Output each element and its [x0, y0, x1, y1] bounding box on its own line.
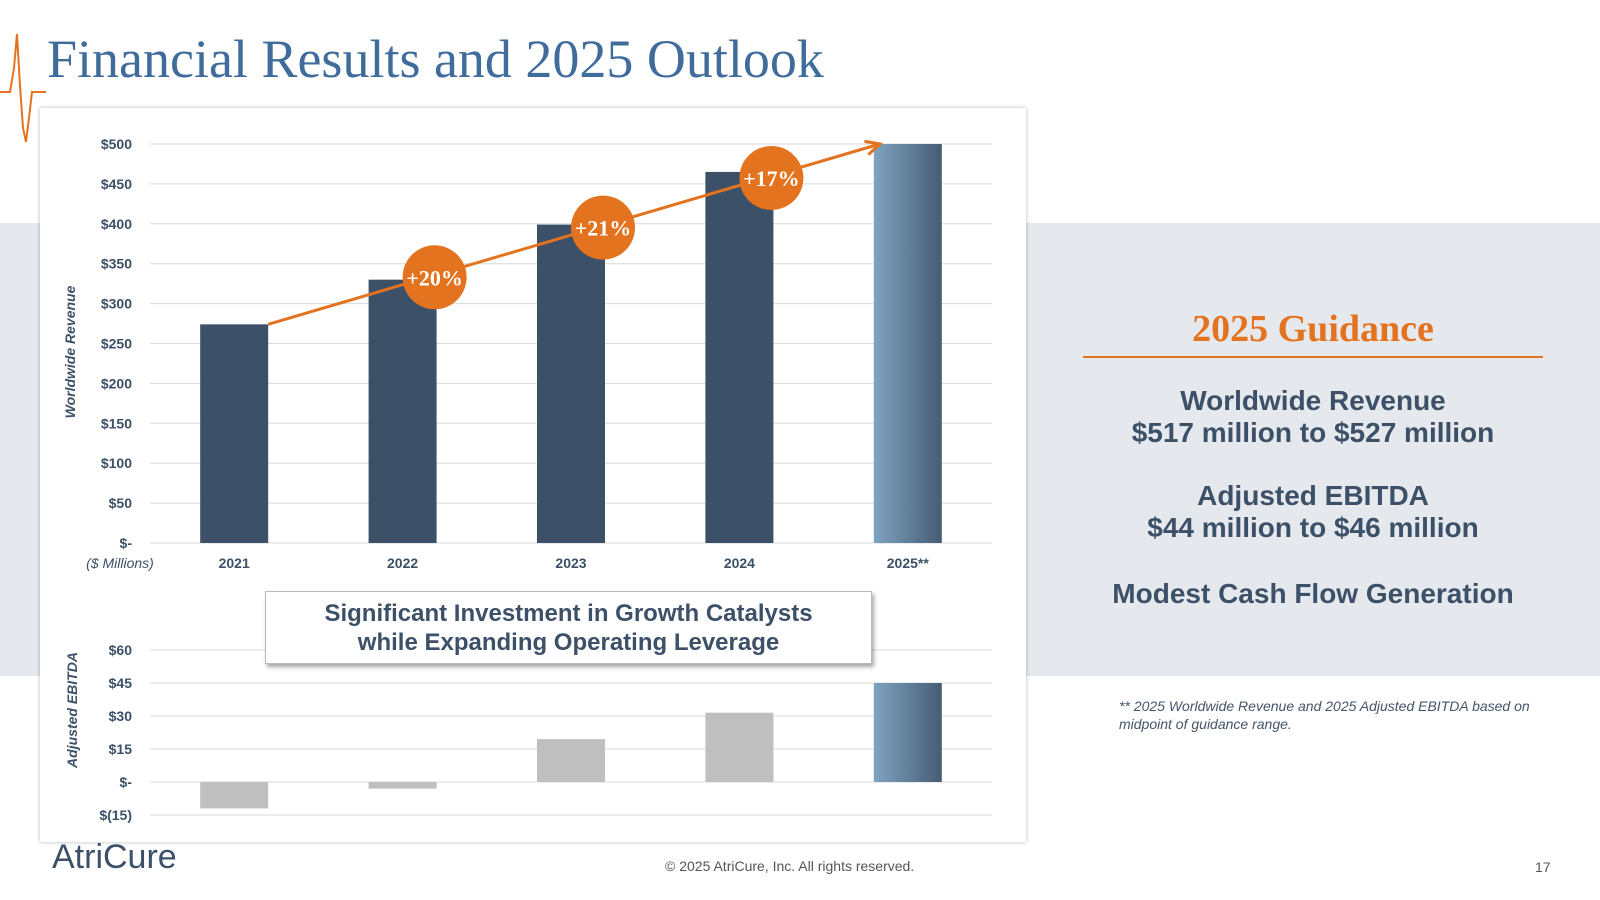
- page-title: Financial Results and 2025 Outlook: [47, 29, 824, 89]
- revenue-y-tick-label: $350: [101, 256, 132, 272]
- growth-label: +17%: [743, 166, 800, 191]
- heartbeat-line-icon: [0, 33, 46, 143]
- guidance-revenue-range: $517 million to $527 million: [1131, 417, 1495, 448]
- guidance-ebitda-range: $44 million to $46 million: [1147, 512, 1479, 543]
- growth-label: +21%: [575, 216, 632, 241]
- revenue-axis-title: Worldwide Revenue: [62, 285, 78, 418]
- callout-line-1: Significant Investment in Growth Catalys…: [324, 599, 813, 627]
- guidance-divider: [1083, 356, 1543, 358]
- revenue-x-tick-label: 2021: [219, 555, 250, 571]
- revenue-y-tick-label: $500: [101, 136, 132, 152]
- ebitda-axis-title: Adjusted EBITDA: [64, 652, 80, 769]
- revenue-y-tick-label: $150: [101, 415, 132, 431]
- revenue-y-tick-label: $-: [120, 535, 133, 551]
- atricure-logo: AtriCure: [52, 838, 177, 876]
- guidance-ebitda-label: Adjusted EBITDA: [1197, 480, 1429, 511]
- revenue-x-tick-label: 2024: [724, 555, 755, 571]
- revenue-x-tick-label: 2025**: [887, 555, 930, 571]
- guidance-title: 2025 Guidance: [1192, 308, 1434, 350]
- investment-callout: Significant Investment in Growth Catalys…: [265, 591, 872, 664]
- page-number: 17: [1535, 859, 1551, 875]
- ebitda-y-tick-label: $(15): [99, 807, 132, 823]
- revenue-y-tick-label: $250: [101, 336, 132, 352]
- growth-label: +20%: [406, 265, 463, 290]
- ebitda-bar-2022: [368, 782, 437, 789]
- revenue-x-tick-label: 2022: [387, 555, 418, 571]
- growth-bubble: [571, 195, 635, 260]
- revenue-y-tick-label: $450: [101, 176, 132, 192]
- footnote: ** 2025 Worldwide Revenue and 2025 Adjus…: [1119, 698, 1530, 732]
- ebitda-bar-2021: [200, 782, 269, 809]
- arrow-head-icon: [864, 139, 884, 156]
- revenue-bar-2023: [537, 224, 605, 543]
- revenue-bar-2022: [368, 279, 437, 543]
- ebitda-bar-2023: [537, 739, 605, 782]
- ebitda-y-tick-label: $30: [109, 708, 133, 724]
- revenue-y-tick-label: $300: [101, 296, 132, 312]
- guidance-ebitda: Adjusted EBITDA $44 million to $46 milli…: [1073, 480, 1553, 544]
- guidance-revenue-label: Worldwide Revenue: [1180, 385, 1446, 416]
- revenue-y-tick-label: $100: [101, 455, 132, 471]
- ebitda-bar-2025: [873, 683, 942, 782]
- revenue-bar-2024: [705, 171, 774, 543]
- callout-line-2: while Expanding Operating Leverage: [357, 628, 780, 656]
- charts-svg: $- $50 $100 $150 $200 $250 $300 $350 $400 $450 $50…: [62, 136, 992, 823]
- growth-bubble: [739, 145, 804, 210]
- copyright-text: © 2025 AtriCure, Inc. All rights reserve…: [665, 858, 915, 874]
- revenue-y-tick-label: $400: [101, 216, 132, 232]
- guidance-cash-flow: Modest Cash Flow Generation: [1112, 578, 1514, 609]
- revenue-y-tick-label: $200: [101, 375, 132, 391]
- growth-bubble: [402, 245, 467, 310]
- ebitda-y-tick-label: $45: [109, 675, 133, 691]
- ebitda-bar-2024: [705, 712, 774, 782]
- ebitda-y-tick-label: $60: [109, 642, 133, 658]
- ebitda-y-tick-label: $15: [109, 741, 133, 757]
- revenue-unit-note: ($ Millions): [86, 555, 154, 571]
- guidance-revenue: Worldwide Revenue $517 million to $527 m…: [1073, 385, 1553, 449]
- revenue-bar-2025: [873, 144, 942, 543]
- revenue-bar-2021: [200, 324, 269, 543]
- revenue-y-tick-label: $50: [109, 495, 133, 511]
- ebitda-y-tick-label: $-: [120, 774, 133, 790]
- revenue-x-tick-label: 2023: [555, 555, 586, 571]
- chart-card: $- $50 $100 $150 $200 $250 $300 $350 $400 $450 $50…: [40, 108, 1026, 842]
